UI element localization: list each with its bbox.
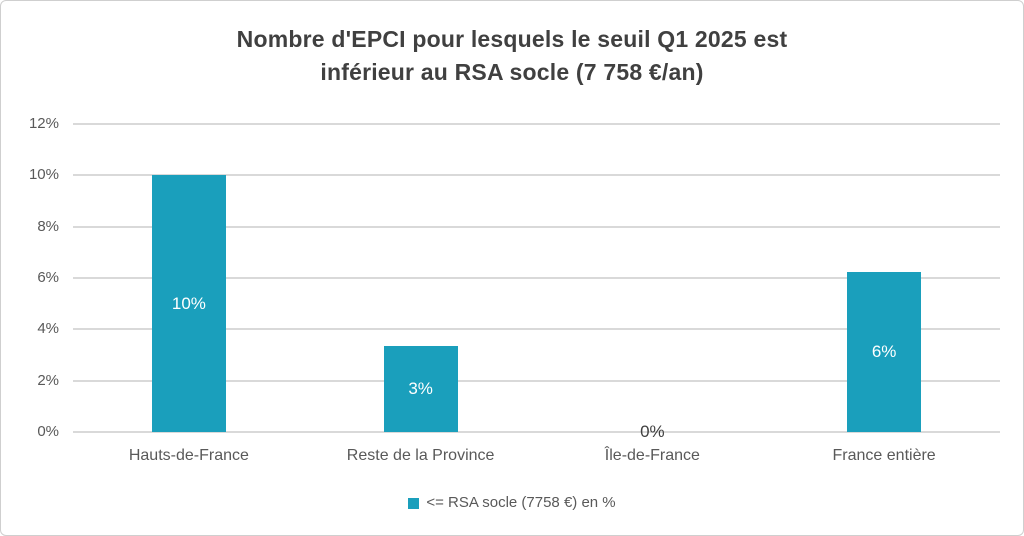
category-label: Reste de la Province	[346, 447, 495, 464]
legend-swatch-icon	[408, 497, 420, 509]
bar-slot: 6%	[768, 124, 1000, 432]
y-tick-label: 8%	[37, 217, 59, 235]
y-tick-label: 4%	[37, 320, 59, 338]
gridline	[73, 277, 1000, 279]
y-tick-label: 2%	[37, 371, 59, 389]
category-label: Île-de-France	[604, 447, 700, 464]
bar: 6%	[847, 271, 922, 432]
bar: 10%	[151, 175, 226, 432]
legend: <= RSA socle (7758 €) en %	[1, 494, 1023, 511]
plot-area: 10% 3% 0% 6%	[73, 123, 1000, 441]
legend-label: <= RSA socle (7758 €) en %	[426, 494, 616, 511]
chart-title-line-1: Nombre d'EPCI pour lesquels le seuil Q1 …	[236, 26, 788, 52]
category-label: France entière	[832, 447, 936, 464]
bar: 3%	[383, 346, 458, 432]
gridline	[73, 328, 1000, 331]
bar-data-label: 3%	[408, 379, 433, 399]
y-tick-label: 0%	[37, 423, 59, 440]
chart-title-line-2: inférieur au RSA socle (7 758 €/an)	[320, 59, 704, 85]
y-axis: 0% 2% 4% 6% 8% 10% 12%	[1, 115, 59, 440]
chart-title: Nombre d'EPCI pour lesquels le seuil Q1 …	[1, 23, 1023, 89]
bar-data-label: 0%	[640, 422, 665, 441]
gridline	[73, 225, 1000, 228]
gridline	[73, 174, 1000, 177]
gridline	[73, 379, 1000, 382]
bar-slot: 3%	[305, 124, 537, 432]
y-tick-label: 6%	[37, 269, 59, 286]
y-tick-label: 12%	[28, 115, 59, 132]
bar-data-label: 6%	[871, 341, 897, 361]
y-tick-label: 10%	[28, 166, 59, 184]
gridline	[73, 123, 1000, 125]
bar-slot: 0%	[537, 124, 769, 441]
bar-slot: 10%	[73, 124, 305, 432]
x-axis-category-labels: Hauts-de-France Reste de la Province Île-d…	[73, 447, 1000, 465]
bar-data-label: 10%	[171, 293, 206, 313]
category-label: Hauts-de-France	[128, 447, 249, 464]
gridline	[73, 431, 1000, 433]
